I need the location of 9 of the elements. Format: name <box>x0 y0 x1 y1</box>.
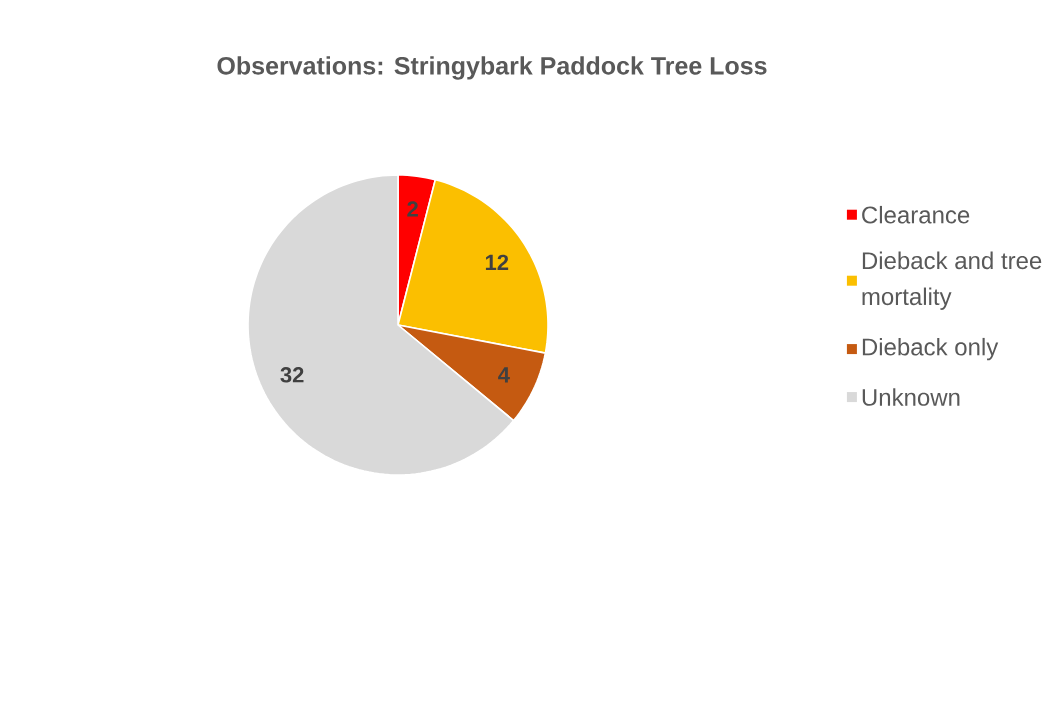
data-label: 2 <box>407 201 418 217</box>
legend-label: Dieback and tree mortality <box>862 251 1042 310</box>
legend-label: Unknown <box>862 388 960 406</box>
legend-label: Clearance <box>862 205 970 224</box>
data-label: 4 <box>498 367 510 383</box>
legend-label: Dieback only <box>862 337 999 361</box>
data-label: 32 <box>280 367 304 383</box>
chart-title: Observations: Stringybark Paddock Tree Loss <box>217 56 767 80</box>
data-label: 12 <box>485 254 509 270</box>
